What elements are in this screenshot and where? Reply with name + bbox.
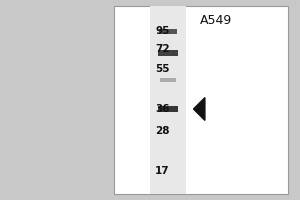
Text: 17: 17 <box>155 166 170 176</box>
FancyBboxPatch shape <box>158 50 178 56</box>
Text: 36: 36 <box>155 104 169 114</box>
FancyBboxPatch shape <box>158 106 178 112</box>
FancyBboxPatch shape <box>114 6 288 194</box>
Polygon shape <box>194 98 205 120</box>
Text: 72: 72 <box>155 44 170 54</box>
Text: A549: A549 <box>200 14 232 27</box>
FancyBboxPatch shape <box>160 78 176 82</box>
Text: 55: 55 <box>155 64 169 74</box>
Text: 28: 28 <box>155 126 169 136</box>
Text: 95: 95 <box>155 26 169 36</box>
FancyBboxPatch shape <box>159 28 177 33</box>
FancyBboxPatch shape <box>150 6 186 194</box>
